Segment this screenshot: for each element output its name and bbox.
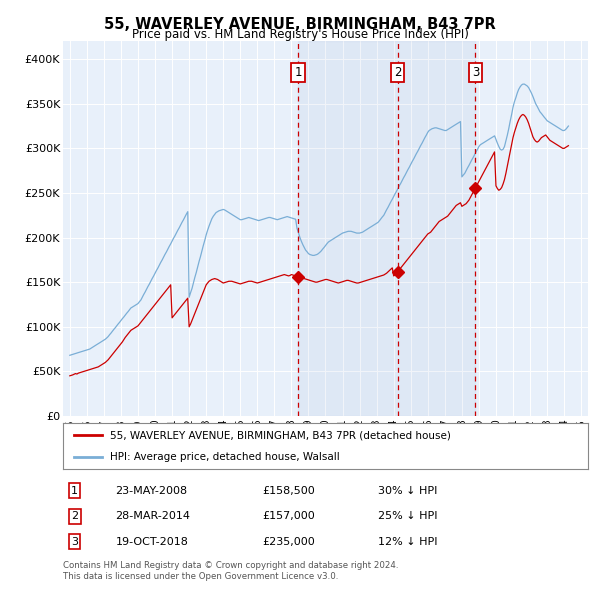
Text: 1: 1 [295,66,302,79]
Text: £235,000: £235,000 [263,537,315,547]
Text: Contains HM Land Registry data © Crown copyright and database right 2024.: Contains HM Land Registry data © Crown c… [63,560,398,569]
Text: 23-MAY-2008: 23-MAY-2008 [115,486,188,496]
Text: 2: 2 [394,66,401,79]
Text: 12% ↓ HPI: 12% ↓ HPI [378,537,437,547]
Text: 3: 3 [472,66,479,79]
Text: 25% ↓ HPI: 25% ↓ HPI [378,512,437,522]
Bar [298,41,475,416]
Text: 55, WAVERLEY AVENUE, BIRMINGHAM, B43 7PR: 55, WAVERLEY AVENUE, BIRMINGHAM, B43 7PR [104,17,496,31]
Text: 19-OCT-2018: 19-OCT-2018 [115,537,188,547]
Text: £158,500: £158,500 [263,486,315,496]
Text: Price paid vs. HM Land Registry's House Price Index (HPI): Price paid vs. HM Land Registry's House … [131,28,469,41]
Text: HPI: Average price, detached house, Walsall: HPI: Average price, detached house, Wals… [110,451,340,461]
Text: 55, WAVERLEY AVENUE, BIRMINGHAM, B43 7PR (detached house): 55, WAVERLEY AVENUE, BIRMINGHAM, B43 7PR… [110,431,451,441]
Text: £157,000: £157,000 [263,512,315,522]
Text: 30% ↓ HPI: 30% ↓ HPI [378,486,437,496]
Text: 28-MAR-2014: 28-MAR-2014 [115,512,191,522]
Text: 3: 3 [71,537,78,547]
Text: This data is licensed under the Open Government Licence v3.0.: This data is licensed under the Open Gov… [63,572,338,581]
Text: 1: 1 [71,486,78,496]
Text: 2: 2 [71,512,78,522]
